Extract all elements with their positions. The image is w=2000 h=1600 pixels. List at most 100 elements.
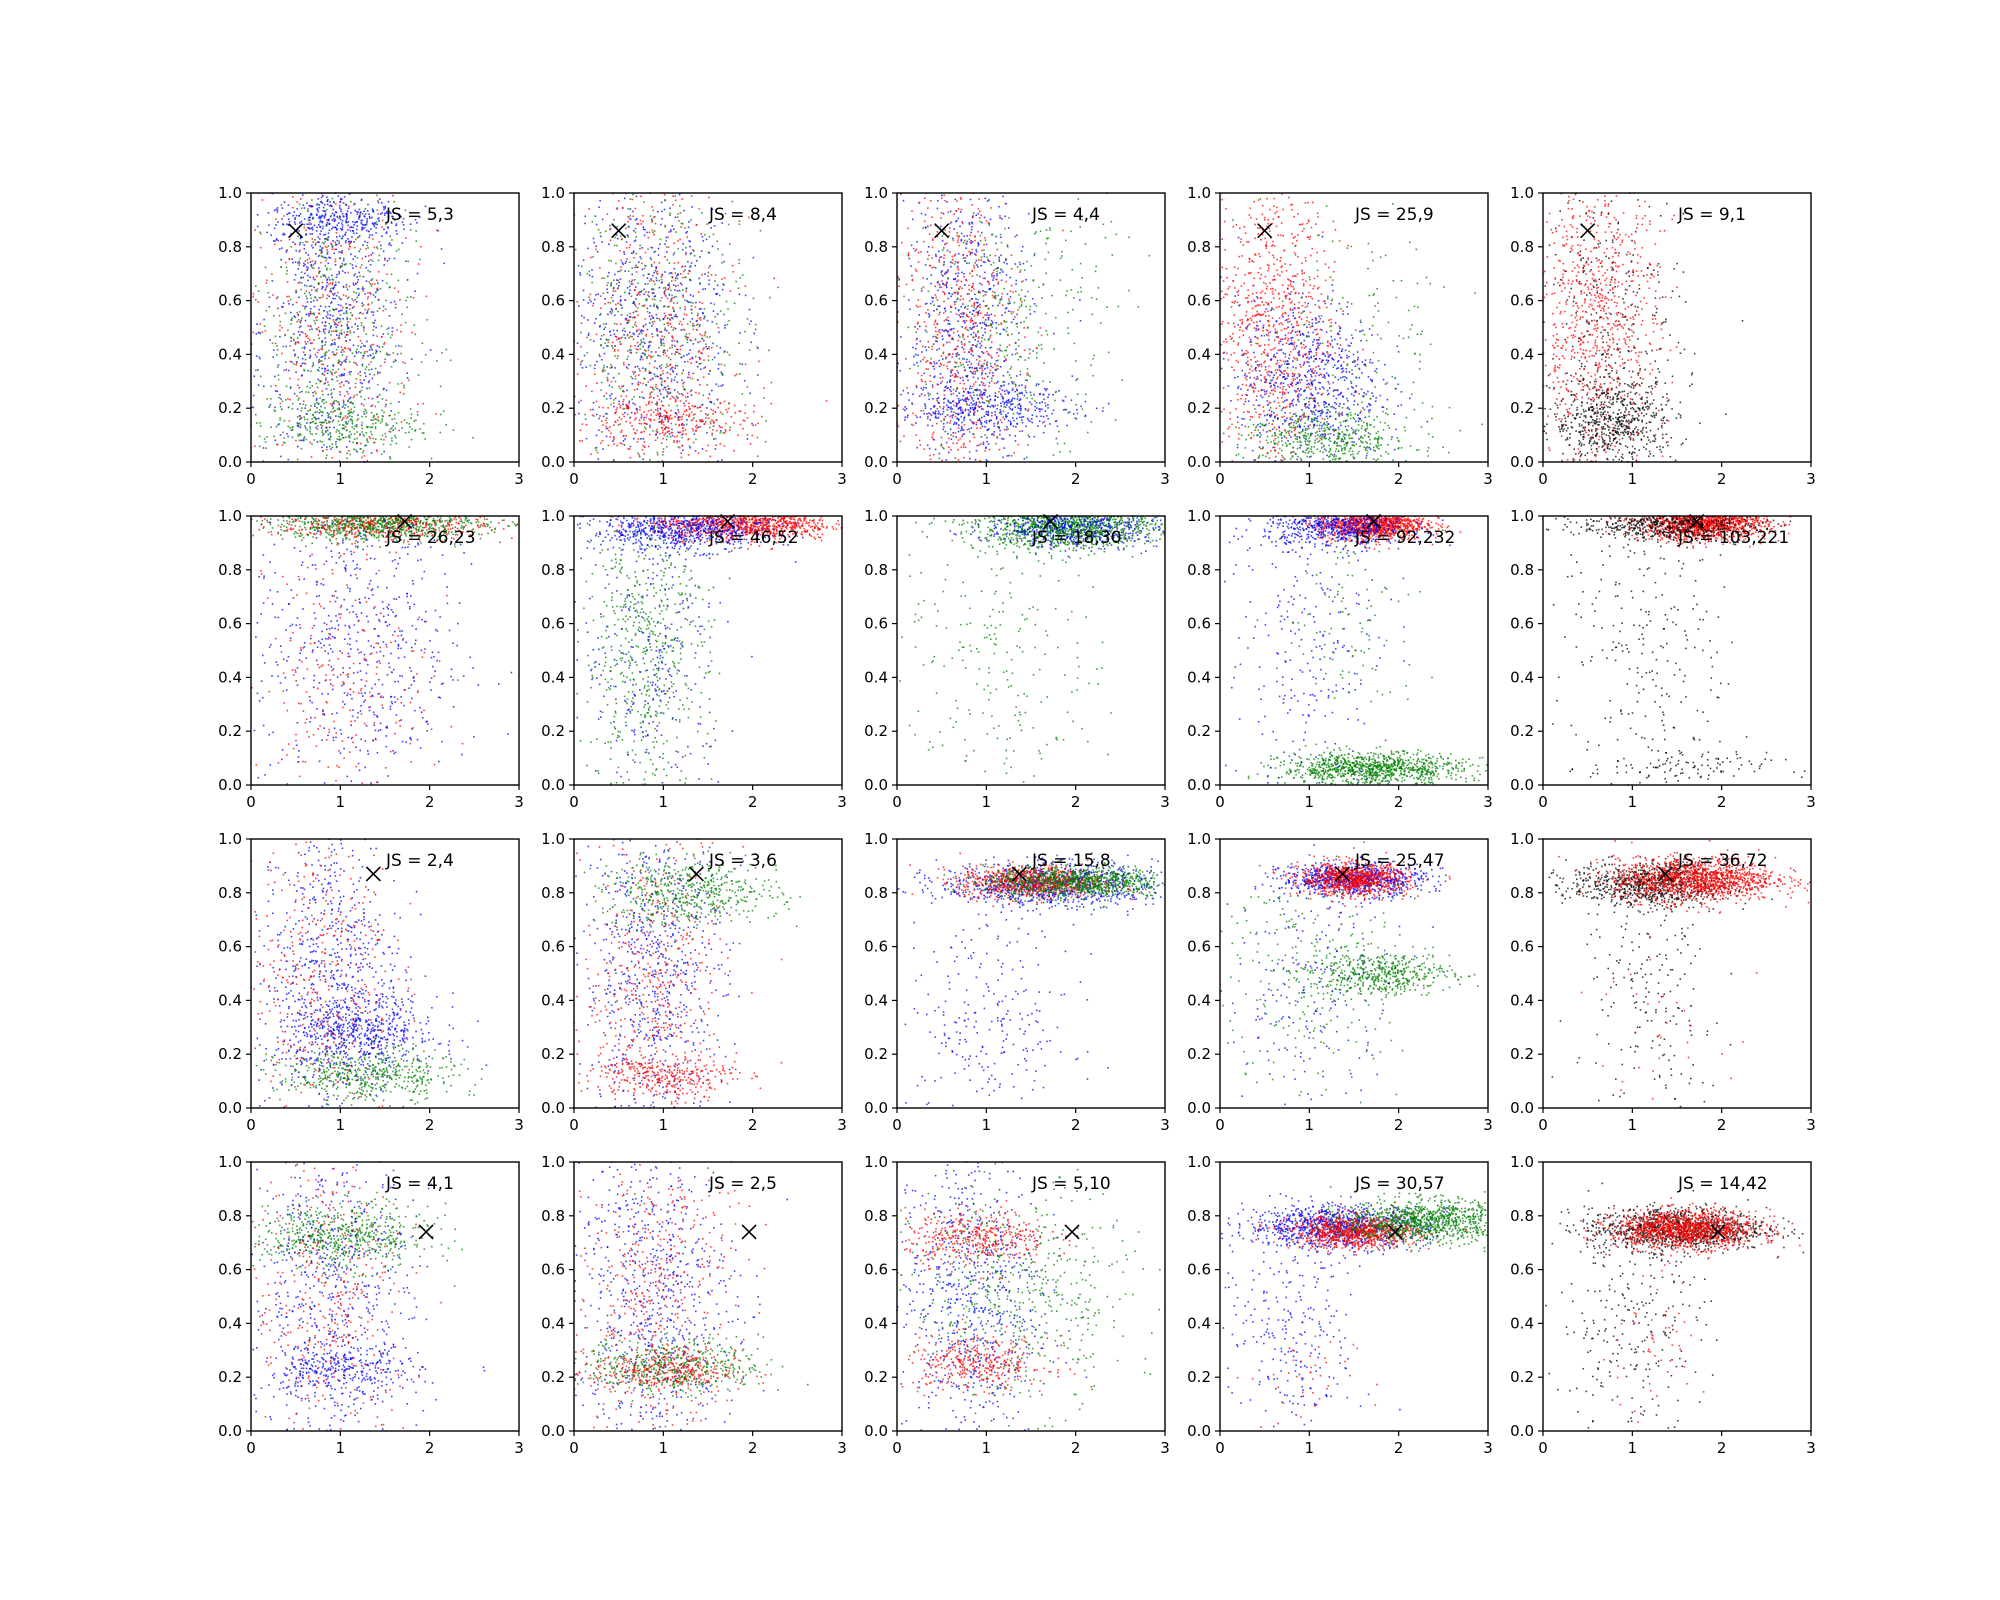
scatter-point bbox=[306, 269, 308, 271]
scatter-point bbox=[605, 427, 608, 430]
scatter-point bbox=[638, 328, 640, 331]
scatter-point bbox=[976, 427, 978, 429]
scatter-point bbox=[362, 290, 365, 292]
scatter-point bbox=[329, 279, 331, 281]
scatter-point bbox=[309, 427, 312, 430]
scatter-point bbox=[309, 214, 312, 216]
scatter-point bbox=[746, 318, 749, 320]
scatter-point bbox=[681, 372, 683, 375]
scatter-point bbox=[692, 322, 694, 325]
scatter-point bbox=[987, 375, 989, 378]
scatter-point bbox=[303, 362, 305, 364]
scatter-point bbox=[984, 346, 987, 349]
scatter-point bbox=[313, 347, 315, 350]
scatter-point bbox=[309, 204, 311, 207]
scatter-point bbox=[679, 320, 682, 323]
scatter-point bbox=[308, 227, 311, 230]
scatter-point bbox=[274, 375, 276, 378]
scatter-point bbox=[968, 341, 971, 343]
scatter-point bbox=[656, 334, 659, 336]
scatter-point bbox=[272, 356, 274, 358]
scatter-point bbox=[326, 249, 328, 251]
scatter-point bbox=[279, 393, 281, 396]
scatter-point bbox=[714, 274, 717, 276]
scatter-point bbox=[305, 404, 307, 406]
scatter-point bbox=[320, 363, 323, 366]
scatter-point bbox=[298, 439, 301, 442]
scatter-point bbox=[636, 310, 638, 313]
scatter-point bbox=[601, 370, 604, 372]
scatter-point bbox=[977, 207, 980, 210]
scatter-point bbox=[612, 436, 615, 438]
scatter-point bbox=[957, 279, 960, 281]
scatter-point bbox=[646, 413, 648, 416]
scatter-point bbox=[349, 410, 352, 413]
scatter-point bbox=[955, 436, 957, 438]
scatter-point bbox=[616, 279, 618, 281]
scatter-point bbox=[587, 319, 589, 321]
scatter-point bbox=[310, 456, 313, 458]
scatter-point bbox=[344, 203, 347, 206]
scatter-point bbox=[1024, 386, 1027, 389]
scatter-point bbox=[692, 328, 695, 331]
scatter-point bbox=[631, 279, 634, 281]
scatter-point bbox=[669, 398, 672, 400]
scatter-point bbox=[296, 458, 299, 461]
scatter-point bbox=[351, 314, 354, 316]
scatter-point bbox=[950, 371, 953, 374]
scatter-point bbox=[345, 358, 348, 360]
scatter-point bbox=[335, 330, 337, 333]
scatter-point bbox=[632, 251, 635, 254]
scatter-point bbox=[669, 313, 672, 316]
scatter-point bbox=[673, 441, 675, 443]
scatter-point bbox=[707, 355, 710, 357]
scatter-point bbox=[581, 360, 584, 362]
scatter-point bbox=[695, 429, 697, 431]
scatter-point bbox=[262, 460, 265, 462]
scatter-point bbox=[358, 236, 360, 238]
scatter-point bbox=[614, 420, 616, 423]
scatter-point bbox=[983, 388, 986, 391]
y-tick-label: 1.0 bbox=[218, 184, 242, 202]
scatter-point bbox=[738, 262, 740, 265]
scatter-point bbox=[317, 283, 320, 285]
scatter-point bbox=[339, 201, 341, 203]
scatter-point bbox=[986, 440, 988, 443]
scatter-point bbox=[630, 375, 632, 378]
scatter-point bbox=[950, 386, 952, 388]
scatter-point bbox=[326, 281, 328, 284]
scatter-point bbox=[691, 356, 693, 359]
scatter-point bbox=[661, 217, 663, 220]
scatter-point bbox=[398, 344, 400, 347]
scatter-point bbox=[344, 425, 347, 428]
scatter-point bbox=[305, 438, 308, 441]
scatter-point bbox=[695, 320, 698, 323]
scatter-point bbox=[693, 255, 696, 257]
scatter-point bbox=[651, 314, 653, 317]
scatter-point bbox=[700, 250, 703, 252]
scatter-point bbox=[317, 425, 319, 427]
scatter-point bbox=[707, 251, 710, 253]
scatter-point bbox=[646, 298, 648, 300]
scatter-point bbox=[351, 422, 354, 425]
scatter-point bbox=[327, 283, 330, 286]
scatter-point bbox=[356, 257, 359, 259]
scatter-point bbox=[676, 413, 678, 416]
scatter-point bbox=[649, 215, 652, 217]
scatter-point bbox=[950, 265, 952, 268]
scatter-point bbox=[339, 218, 342, 221]
scatter-point bbox=[389, 336, 392, 339]
scatter-point bbox=[289, 360, 292, 363]
scatter-point bbox=[303, 262, 305, 265]
scatter-point bbox=[285, 345, 288, 348]
scatter-point bbox=[934, 326, 937, 329]
scatter-point bbox=[345, 240, 347, 242]
scatter-point bbox=[633, 302, 636, 304]
scatter-point bbox=[378, 307, 381, 310]
scatter-point bbox=[674, 327, 677, 330]
scatter-point bbox=[472, 437, 474, 439]
scatter-point bbox=[983, 244, 985, 246]
scatter-point bbox=[660, 367, 662, 369]
scatter-point bbox=[650, 414, 652, 416]
scatter-point bbox=[689, 253, 692, 255]
